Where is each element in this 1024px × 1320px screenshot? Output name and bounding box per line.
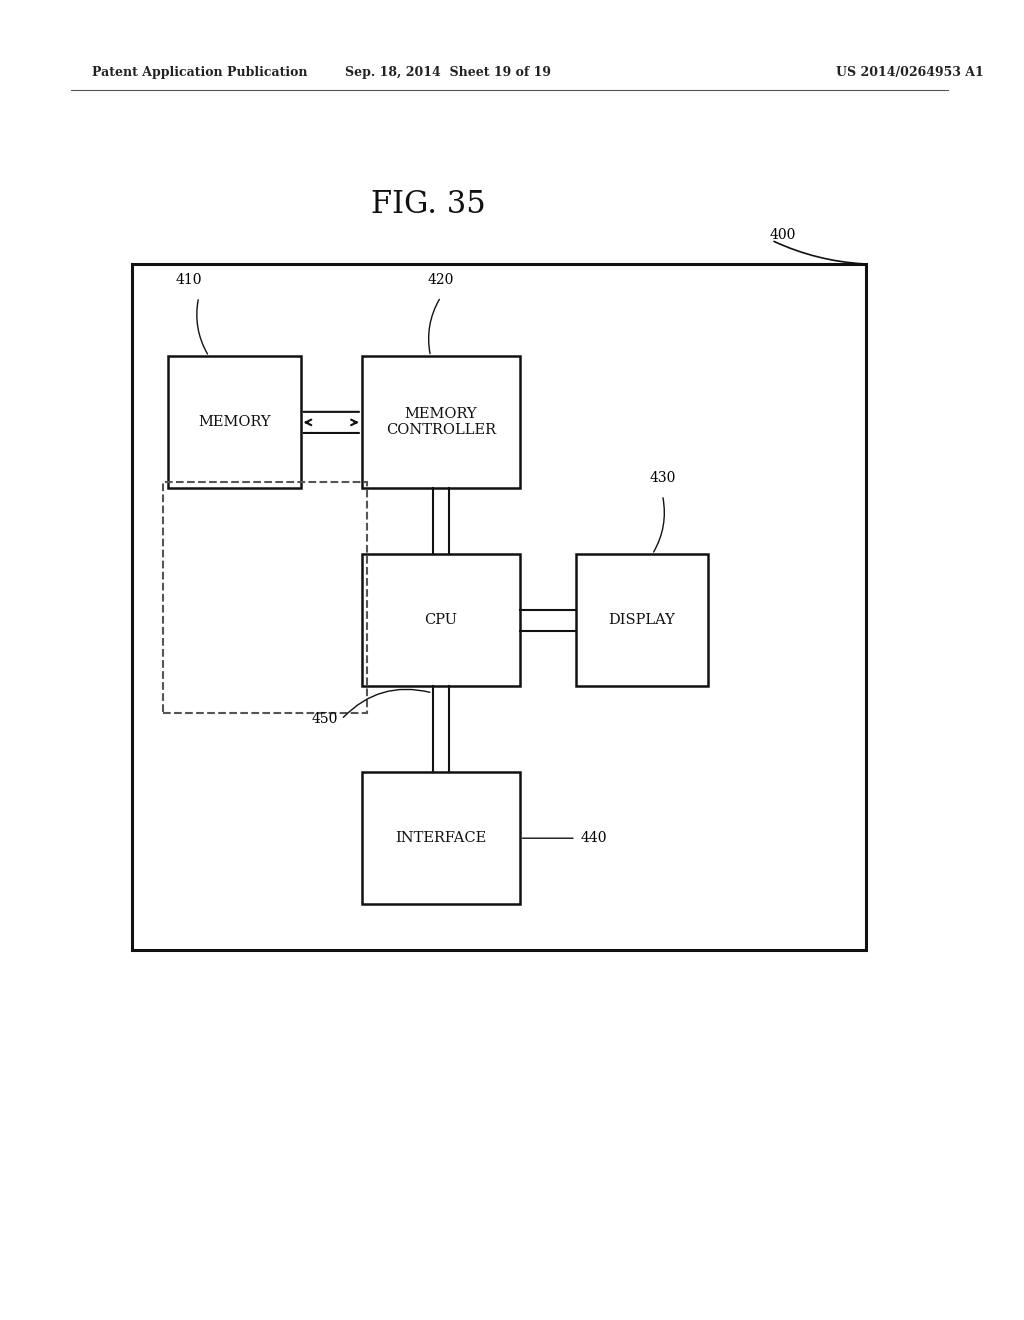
Bar <box>575 554 709 686</box>
Text: 420: 420 <box>428 273 454 286</box>
Text: MEMORY
CONTROLLER: MEMORY CONTROLLER <box>386 408 496 437</box>
Bar <box>361 356 520 488</box>
Bar <box>361 772 520 904</box>
Text: US 2014/0264953 A1: US 2014/0264953 A1 <box>836 66 983 79</box>
Text: 440: 440 <box>581 832 607 845</box>
Text: Sep. 18, 2014  Sheet 19 of 19: Sep. 18, 2014 Sheet 19 of 19 <box>345 66 551 79</box>
Bar <box>163 482 367 713</box>
Text: INTERFACE: INTERFACE <box>395 832 486 845</box>
Text: FIG. 35: FIG. 35 <box>371 189 485 220</box>
Bar <box>361 554 520 686</box>
Text: Patent Application Publication: Patent Application Publication <box>92 66 307 79</box>
Text: 400: 400 <box>769 228 796 242</box>
Text: 410: 410 <box>175 273 202 286</box>
Bar <box>132 264 866 950</box>
Text: CPU: CPU <box>424 614 458 627</box>
Text: 430: 430 <box>649 471 676 484</box>
Bar <box>168 356 301 488</box>
Text: MEMORY: MEMORY <box>198 416 270 429</box>
Text: DISPLAY: DISPLAY <box>608 614 676 627</box>
Text: 450: 450 <box>312 713 338 726</box>
